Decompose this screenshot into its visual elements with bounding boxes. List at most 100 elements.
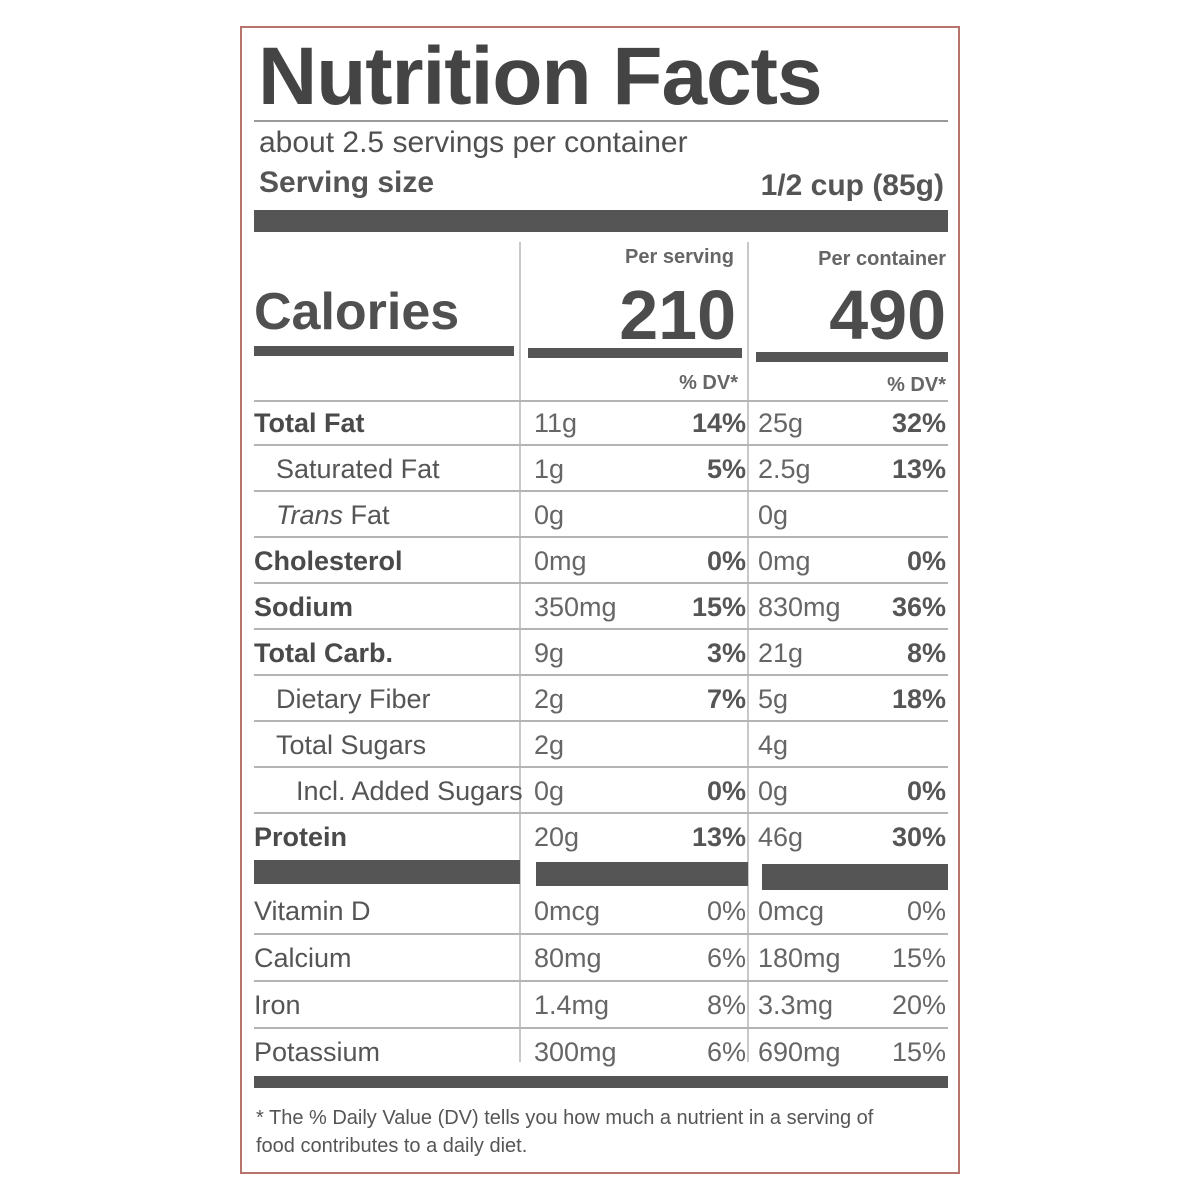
- nutrient-name: Protein: [254, 822, 348, 852]
- nutrient-row: Cholesterol 0mg 0% 0mg 0%: [242, 538, 960, 584]
- nutrient-name: Iron: [254, 990, 301, 1020]
- container-dv: 32%: [891, 408, 946, 438]
- nutrient-row: Saturated Fat 1g 5% 2.5g 13%: [242, 446, 960, 492]
- container-amount: 180mg: [758, 943, 841, 973]
- container-amount: 0g: [758, 500, 789, 530]
- container-dv: 36%: [891, 592, 946, 622]
- container-amount: 0mcg: [758, 896, 825, 926]
- nutrient-name: Total Fat: [254, 408, 365, 438]
- container-dv: 15%: [891, 1037, 946, 1067]
- nutrient-row: Total Fat 11g 14% 25g 32%: [242, 400, 960, 446]
- serving-amount: 9g: [534, 638, 565, 668]
- nutrient-name: Incl. Added Sugars: [296, 776, 523, 806]
- calories-bar: [528, 348, 742, 358]
- serving-amount: 300mg: [534, 1037, 617, 1067]
- vitamin-row: Potassium 300mg 6% 690mg 15%: [242, 1029, 960, 1075]
- container-dv: 13%: [891, 454, 946, 484]
- bottom-divider: [254, 1076, 948, 1088]
- calories-per-serving: 210: [619, 276, 736, 354]
- container-amount: 4g: [758, 730, 789, 760]
- calories-bar: [254, 346, 514, 356]
- column-divider: [519, 242, 521, 1062]
- vitamin-row: Vitamin D 0mcg 0% 0mcg 0%: [242, 888, 960, 934]
- container-dv: 0%: [906, 546, 946, 576]
- container-amount: 3.3mg: [758, 990, 834, 1020]
- thick-divider: [536, 862, 748, 886]
- nutrient-name: Saturated Fat: [276, 454, 440, 484]
- thick-divider: [254, 210, 948, 232]
- container-amount: 46g: [758, 822, 804, 852]
- nutrient-name: Dietary Fiber: [276, 684, 431, 714]
- container-amount: 5g: [758, 684, 789, 714]
- row-divider: [254, 490, 948, 492]
- serving-amount: 11g: [534, 408, 578, 438]
- row-divider: [254, 444, 948, 446]
- container-amount: 21g: [758, 638, 804, 668]
- row-divider: [254, 582, 948, 584]
- nutrient-name: Sodium: [254, 592, 353, 622]
- nutrition-facts-label: Nutrition Facts about 2.5 servings per c…: [240, 26, 960, 1174]
- footnote: * The % Daily Value (DV) tells you how m…: [256, 1107, 874, 1157]
- calories-per-container: 490: [829, 276, 946, 354]
- nutrient-row: Trans Fat 0g 0g: [242, 492, 960, 538]
- nutrient-row: Sodium 350mg 15% 830mg 36%: [242, 584, 960, 630]
- per-serving-header: Per serving: [625, 246, 734, 268]
- serving-dv: 14%: [691, 408, 746, 438]
- dv-header-serving: % DV*: [679, 372, 738, 394]
- calories-label: Calories: [254, 283, 460, 341]
- serving-dv: 0%: [706, 546, 746, 576]
- serving-amount: 80mg: [534, 943, 602, 973]
- nutrient-row: Dietary Fiber 2g 7% 5g 18%: [242, 676, 960, 722]
- container-dv: 30%: [891, 822, 946, 852]
- column-divider: [747, 242, 749, 1062]
- divider: [254, 120, 948, 122]
- container-dv: 0%: [906, 896, 946, 926]
- row-divider: [254, 766, 948, 768]
- row-divider: [254, 400, 948, 402]
- nutrient-name: Trans Fat: [276, 492, 390, 538]
- nutrient-name: Vitamin D: [254, 896, 371, 926]
- serving-amount: 0g: [534, 500, 565, 530]
- row-divider: [254, 720, 948, 722]
- container-amount: 2.5g: [758, 454, 811, 484]
- serving-amount: 2g: [534, 684, 565, 714]
- serving-amount: 20g: [534, 822, 580, 852]
- container-dv: 15%: [891, 943, 946, 973]
- nutrient-name: Cholesterol: [254, 546, 403, 576]
- serving-amount: 350mg: [534, 592, 617, 622]
- container-amount: 690mg: [758, 1037, 841, 1067]
- container-amount: 25g: [758, 408, 804, 438]
- serving-dv: 7%: [706, 684, 746, 714]
- serving-dv: 6%: [706, 1037, 746, 1067]
- row-divider: [254, 536, 948, 538]
- thick-divider: [762, 864, 948, 890]
- nutrient-name: Calcium: [254, 943, 352, 973]
- nutrient-name: Total Sugars: [276, 730, 427, 760]
- serving-amount: 1g: [534, 454, 565, 484]
- row-divider: [254, 812, 948, 814]
- nutrient-name: Potassium: [254, 1037, 381, 1067]
- per-container-header: Per container: [818, 248, 946, 270]
- serving-size-value: 1/2 cup (85g): [760, 169, 944, 202]
- serving-dv: 0%: [706, 896, 746, 926]
- nutrient-row: Protein 20g 13% 46g 30%: [242, 814, 960, 860]
- nutrient-name: Total Carb.: [254, 638, 394, 668]
- thick-divider: [254, 860, 520, 884]
- container-amount: 0mg: [758, 546, 811, 576]
- serving-amount: 0mcg: [534, 896, 601, 926]
- container-dv: 20%: [891, 990, 946, 1020]
- container-dv: 0%: [906, 776, 946, 806]
- serving-dv: 3%: [706, 638, 746, 668]
- serving-dv: 13%: [691, 822, 746, 852]
- serving-amount: 0mg: [534, 546, 587, 576]
- vitamin-row: Iron 1.4mg 8% 3.3mg 20%: [242, 982, 960, 1028]
- row-divider: [254, 1027, 948, 1029]
- row-divider: [254, 933, 948, 935]
- container-amount: 0g: [758, 776, 789, 806]
- row-divider: [254, 628, 948, 630]
- serving-amount: 2g: [534, 730, 565, 760]
- serving-dv: 8%: [706, 990, 746, 1020]
- serving-amount: 1.4mg: [534, 990, 610, 1020]
- servings-per-container: about 2.5 servings per container: [259, 126, 688, 159]
- serving-dv: 0%: [706, 776, 746, 806]
